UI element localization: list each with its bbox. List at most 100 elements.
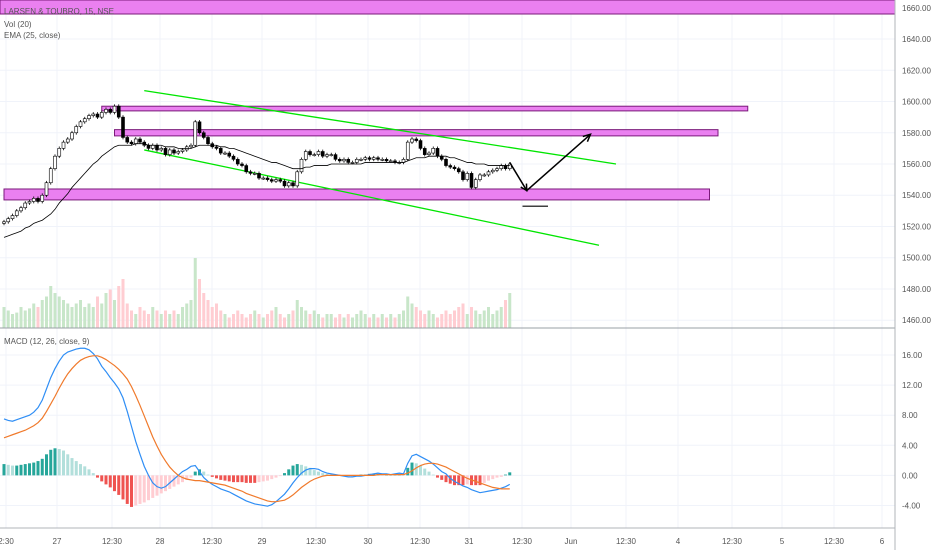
volume-bar <box>385 317 388 328</box>
time-axis[interactable]: 2:30 27 12:30 28 12:30 29 12:30 30 12:30 31 12:30 J… <box>0 537 885 546</box>
volume-bar <box>427 310 431 328</box>
volume-bar <box>491 314 495 328</box>
candle-body <box>469 173 474 188</box>
volume-bar <box>274 307 278 328</box>
candle-body <box>325 154 329 157</box>
candle-body <box>146 144 151 149</box>
macd-hist-bar <box>108 475 112 488</box>
volume-bar <box>244 317 248 328</box>
candle-body <box>163 148 168 155</box>
candle-body <box>478 174 482 180</box>
candle-body <box>342 159 346 162</box>
time-tick-label: 5 <box>780 537 785 546</box>
macd-legend: MACD (12, 26, close, 9) <box>4 337 90 346</box>
candle-body <box>333 154 338 160</box>
candle-body <box>380 159 385 161</box>
time-tick-label: 12:30 <box>410 537 431 546</box>
macd-hist-bar <box>74 461 78 476</box>
volume-bar <box>470 307 473 328</box>
symbol-title: LARSEN & TOUBRO, 15, NSE <box>4 7 114 16</box>
time-tick-label: 29 <box>258 537 267 546</box>
volume-bar <box>53 293 57 328</box>
volume-bar <box>423 314 427 328</box>
volume-bar <box>66 303 70 328</box>
macd-hist-bar <box>49 449 53 476</box>
volume-bar <box>482 310 486 328</box>
volume-bar <box>15 312 19 328</box>
candle-body <box>261 177 266 180</box>
macd-hist-bar <box>414 463 418 476</box>
volume-bar <box>287 314 291 328</box>
macd-hist-bar <box>219 475 223 480</box>
volume-bar <box>198 279 201 328</box>
candle-body <box>244 165 249 173</box>
macd-hist-bar <box>244 475 248 483</box>
volume-bar <box>295 300 299 328</box>
macd-hist-bar <box>134 475 138 506</box>
macd-hist-bar <box>444 475 448 483</box>
macd-tick-label: 12.00 <box>902 381 923 390</box>
signal-line <box>3 355 510 503</box>
macd-hist-bar <box>130 475 133 507</box>
macd-hist-bar <box>504 474 507 476</box>
macd-axis[interactable]: 16.00 12.00 8.00 4.00 0.00 -4.00 <box>902 351 923 510</box>
candle-body <box>248 171 253 174</box>
macd-hist-bar <box>227 475 231 482</box>
volume-bar <box>359 310 363 328</box>
macd-hist-bar <box>461 475 465 486</box>
macd-hist-bar <box>113 475 116 492</box>
macd-hist-bar <box>57 449 61 476</box>
channel-line <box>144 89 617 165</box>
volume-bar <box>317 314 320 328</box>
candle-body <box>61 141 66 149</box>
candle-body <box>490 169 495 173</box>
volume-bar <box>96 296 99 328</box>
macd-hist-bar <box>104 475 108 485</box>
candle-body <box>180 149 185 152</box>
macd-hist-bar <box>206 474 210 476</box>
time-tick-label: 12:30 <box>616 537 637 546</box>
volume-bar <box>40 300 44 328</box>
candle-body <box>167 149 172 155</box>
macd-hist-bar <box>189 475 193 478</box>
macd-hist-bar <box>261 475 265 482</box>
candle-body <box>240 163 244 166</box>
candle-body <box>499 165 504 169</box>
time-tick-label: 12:30 <box>202 537 223 546</box>
volume-bar <box>380 314 384 328</box>
volume-bar <box>355 314 359 328</box>
macd-hist-bar <box>372 473 376 476</box>
macd-hist-bar <box>249 475 252 483</box>
candle-body <box>31 198 36 202</box>
candle-body <box>27 201 32 204</box>
macd-hist-bar <box>70 458 74 476</box>
price-axis[interactable]: 1660.00 1640.00 1620.00 1600.00 1580.00 1560.… <box>902 4 931 325</box>
candle-body <box>108 109 113 113</box>
volume-bar <box>406 296 410 328</box>
macd-hist-bar <box>147 475 150 501</box>
volume-bar <box>189 300 193 328</box>
volume-bar <box>414 307 418 328</box>
candle-body <box>189 144 193 148</box>
macd-hist-bar <box>164 475 167 492</box>
top-resistance-zone <box>0 0 896 15</box>
time-tick-label: 12:30 <box>102 537 123 546</box>
candle-body <box>269 179 274 182</box>
volume-bar <box>151 307 155 328</box>
macd-hist-bar <box>6 464 10 476</box>
volume-bar <box>457 307 461 328</box>
macd-hist-bar <box>465 475 469 485</box>
volume-bar <box>19 307 23 328</box>
macd-hist-bar <box>440 475 444 480</box>
volume-bar <box>202 293 206 328</box>
volume-bar <box>448 314 452 328</box>
candle-body <box>138 138 142 143</box>
volume-bar <box>62 300 65 328</box>
candle-body <box>19 207 23 212</box>
macd-hist-bar <box>406 467 410 476</box>
macd-hist-bar <box>317 471 320 476</box>
macd-hist-bar <box>257 475 261 483</box>
volume-bar <box>304 310 308 328</box>
